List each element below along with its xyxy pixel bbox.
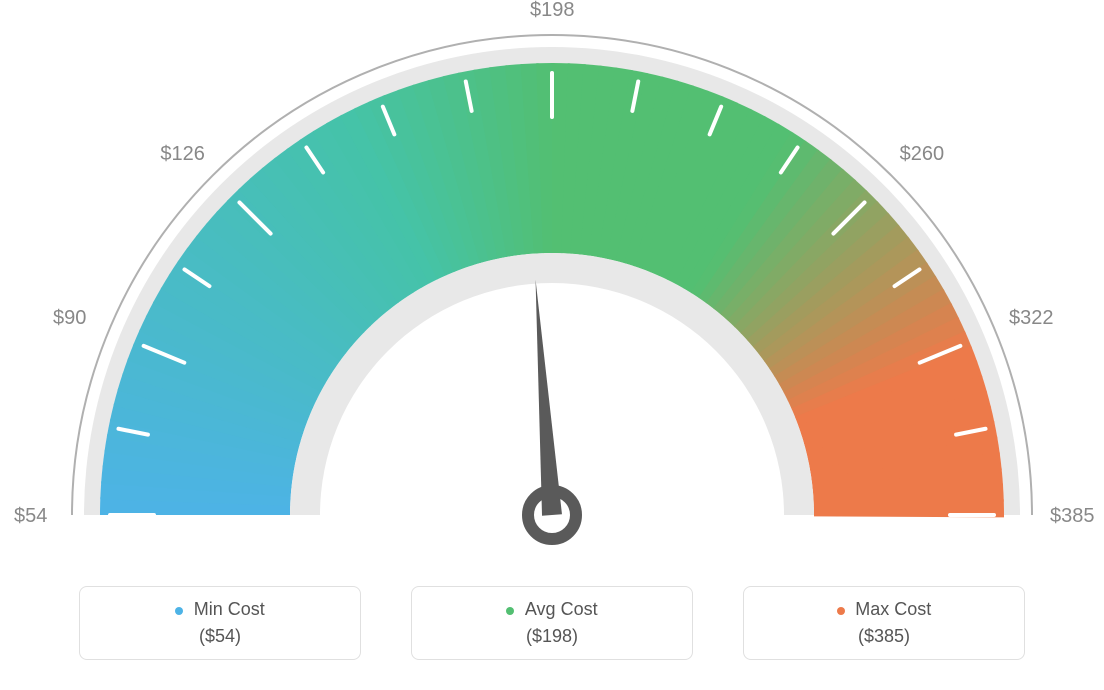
- legend-label-text-avg: Avg Cost: [525, 599, 598, 619]
- gauge-svg: [0, 0, 1104, 580]
- legend-value-avg: ($198): [526, 626, 578, 647]
- legend-card-avg: Avg Cost ($198): [411, 586, 693, 660]
- dot-max: [837, 607, 845, 615]
- legend-label-text-min: Min Cost: [194, 599, 265, 619]
- gauge-tick-label: $198: [530, 0, 575, 22]
- gauge-tick-label: $260: [900, 143, 945, 166]
- gauge-tick-label: $54: [14, 505, 47, 528]
- legend-card-max: Max Cost ($385): [743, 586, 1025, 660]
- gauge-tick-label: $385: [1050, 505, 1095, 528]
- gauge-tick-label: $90: [53, 307, 86, 330]
- legend-label-max: Max Cost: [837, 599, 931, 620]
- gauge-tick-label: $126: [160, 143, 205, 166]
- legend-label-min: Min Cost: [175, 599, 264, 620]
- legend-label-text-max: Max Cost: [855, 599, 931, 619]
- dot-avg: [506, 607, 514, 615]
- legend-label-avg: Avg Cost: [506, 599, 597, 620]
- gauge-area: $54 $90 $126 $198 $260 $322 $385: [0, 0, 1104, 580]
- gauge-tick-label: $322: [1009, 307, 1054, 330]
- dot-min: [175, 607, 183, 615]
- legend-row: Min Cost ($54) Avg Cost ($198) Max Cost …: [0, 586, 1104, 660]
- cost-gauge-chart: $54 $90 $126 $198 $260 $322 $385 Min Cost ($54…: [0, 0, 1104, 690]
- legend-value-min: ($54): [199, 626, 241, 647]
- legend-value-max: ($385): [858, 626, 910, 647]
- legend-card-min: Min Cost ($54): [79, 586, 361, 660]
